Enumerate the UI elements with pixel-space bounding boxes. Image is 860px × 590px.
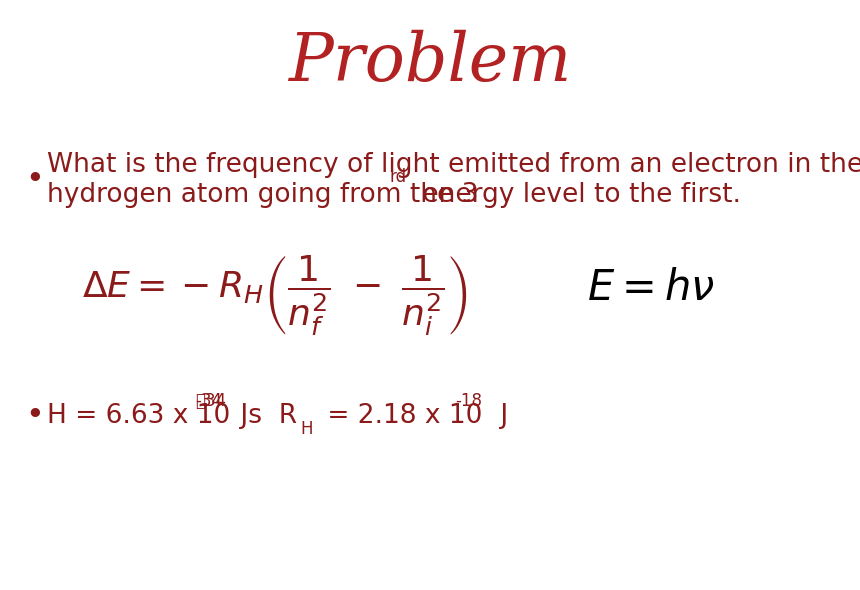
Text: •: •: [25, 165, 44, 195]
Text: = 2.18 x 10: = 2.18 x 10: [319, 403, 482, 429]
Text: hydrogen atom going from the 3: hydrogen atom going from the 3: [47, 182, 479, 208]
Text: H = 6.63 x 10: H = 6.63 x 10: [47, 403, 230, 429]
Text: $E = h\nu$: $E = h\nu$: [587, 267, 716, 309]
Text: J: J: [492, 403, 508, 429]
Text: rd: rd: [390, 168, 407, 186]
Text: Js  R: Js R: [232, 403, 298, 429]
Text: What is the frequency of light emitted from an electron in the: What is the frequency of light emitted f…: [47, 152, 860, 178]
Text: Problem: Problem: [288, 30, 572, 94]
Text: ⁳34: ⁳34: [195, 392, 227, 410]
Text: energy level to the first.: energy level to the first.: [414, 182, 740, 208]
Text: -34: -34: [195, 392, 223, 410]
Text: -18: -18: [456, 392, 482, 410]
Text: •: •: [25, 401, 44, 431]
Text: H: H: [301, 420, 313, 438]
Text: $\Delta E = -R_H\left(\dfrac{1}{n_f^2}\ -\ \dfrac{1}{n_i^2}\right)$: $\Delta E = -R_H\left(\dfrac{1}{n_f^2}\ …: [82, 253, 467, 337]
